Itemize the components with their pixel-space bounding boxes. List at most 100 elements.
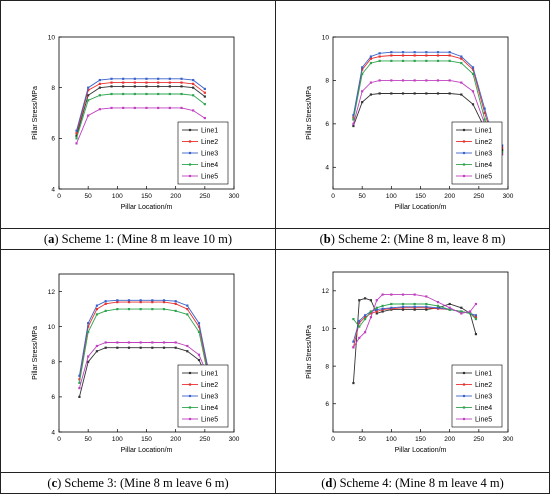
data-point-d-4-1	[358, 325, 361, 328]
x-tick-label-c-5: 250	[199, 436, 210, 443]
x-tick-label-c-3: 150	[141, 436, 152, 443]
data-point-d-4-10	[436, 304, 440, 307]
data-point-c-1-5	[127, 346, 131, 349]
data-point-c-3-1	[87, 322, 90, 325]
data-point-a-2-7	[157, 81, 160, 84]
series-line-a-4	[76, 93, 206, 139]
data-point-d-5-12	[460, 312, 463, 315]
y-tick-label-d-3: 12	[322, 288, 330, 295]
x-tick-label-d-0: 0	[331, 436, 335, 443]
data-point-a-5-10	[192, 109, 195, 112]
data-point-b-3-1	[361, 66, 364, 69]
data-point-b-5-4	[390, 79, 393, 82]
legend-marker-c-2	[188, 383, 192, 386]
y-tick-label-d-1: 8	[325, 363, 329, 370]
legend-label-d-1: Line1	[475, 371, 492, 378]
data-point-a-3-11	[203, 87, 206, 91]
data-point-b-4-1	[361, 72, 364, 76]
data-point-a-5-2	[98, 108, 101, 111]
data-point-b-5-0	[352, 122, 355, 125]
data-point-a-5-9	[180, 106, 183, 110]
data-point-c-5-9	[174, 341, 177, 344]
x-tick-label-d-1: 50	[359, 436, 367, 443]
data-point-a-3-7	[157, 77, 160, 80]
data-point-a-1-8	[168, 85, 171, 88]
data-point-d-4-4	[375, 306, 378, 309]
legend-marker-d-5	[462, 417, 466, 421]
data-point-c-2-6	[139, 300, 142, 304]
data-point-d-3-7	[401, 305, 405, 308]
x-tick-label-d-6: 300	[503, 436, 514, 443]
data-point-b-2-2	[369, 57, 373, 60]
data-point-b-5-10	[460, 81, 463, 84]
data-point-c-2-9	[174, 302, 177, 305]
data-point-d-1-4	[375, 312, 378, 315]
data-point-c-2-5	[127, 300, 131, 304]
y-tick-label-b-0: 4	[325, 165, 329, 172]
data-point-d-1-1	[358, 299, 361, 302]
data-point-d-4-11	[448, 308, 451, 311]
y-tick-label-d-0: 6	[325, 401, 329, 408]
data-point-d-3-14	[474, 314, 478, 317]
legend-marker-b-3	[462, 151, 466, 155]
chart-b: 0 50 100 150 200 250 300 4 6 8 10 Pillar Location/m…	[306, 34, 514, 211]
data-point-d-5-6	[390, 293, 393, 296]
data-point-d-4-12	[460, 310, 463, 313]
legend-marker-c-4	[188, 406, 192, 409]
y-tick-label-b-3: 10	[322, 34, 330, 41]
data-point-b-1-9	[448, 92, 451, 95]
data-point-a-5-4	[122, 106, 125, 110]
y-tick-label-d-2: 10	[322, 326, 330, 333]
y-tick-label-b-2: 8	[325, 78, 329, 85]
data-point-a-3-1	[87, 86, 90, 89]
data-point-d-1-14	[474, 333, 478, 336]
data-point-d-2-3	[369, 312, 373, 315]
data-point-a-2-4	[122, 81, 125, 84]
data-point-a-1-3	[110, 85, 113, 88]
legend-marker-c-3	[188, 394, 192, 398]
data-point-d-3-5	[381, 307, 384, 310]
data-point-c-3-10	[186, 304, 189, 307]
data-point-b-1-7	[425, 92, 428, 95]
data-point-d-1-2	[363, 297, 367, 300]
data-point-c-3-7	[151, 299, 154, 302]
data-point-a-4-1	[87, 99, 90, 102]
legend-marker-b-1	[462, 128, 466, 132]
data-point-a-2-8	[168, 81, 171, 84]
data-point-d-3-8	[413, 305, 416, 308]
x-tick-label-a-1: 50	[85, 193, 93, 200]
x-tick-label-a-5: 250	[199, 193, 210, 200]
data-point-c-4-5	[127, 308, 131, 311]
data-point-b-3-0	[352, 114, 355, 117]
data-point-b-4-12	[483, 118, 486, 121]
legend-label-b-1: Line1	[475, 128, 492, 135]
data-point-d-5-10	[436, 301, 440, 304]
data-point-a-4-5	[133, 92, 136, 96]
data-point-a-4-7	[157, 92, 160, 96]
data-point-b-3-9	[448, 51, 451, 54]
data-point-b-4-0	[352, 118, 355, 121]
data-point-b-4-10	[460, 61, 463, 65]
data-point-c-5-1	[87, 355, 90, 358]
data-point-d-1-0	[352, 381, 355, 385]
panel-d: 0 50 100 150 200 250 300 6 8 10 12 Pillar Location/…	[275, 249, 550, 473]
data-point-d-1-11	[448, 302, 451, 306]
data-point-a-4-0	[75, 137, 78, 140]
data-point-b-1-11	[471, 103, 475, 106]
legend-label-a-2: Line2	[201, 139, 218, 146]
data-point-a-4-2	[98, 94, 101, 97]
caption-c-text: ) Scheme 3: (Mine 8 m leave 6 m)	[57, 475, 229, 490]
data-point-b-4-7	[425, 59, 428, 62]
legend-label-d-5: Line5	[475, 417, 492, 424]
series-line-a-5	[76, 107, 206, 144]
data-point-a-2-2	[98, 82, 101, 85]
data-point-a-4-9	[180, 92, 183, 96]
data-point-b-1-2	[369, 93, 373, 96]
data-point-d-5-1	[358, 336, 361, 339]
data-point-d-1-3	[369, 299, 373, 302]
data-point-c-3-4	[116, 299, 119, 302]
data-point-d-3-9	[425, 305, 428, 308]
data-point-a-5-11	[203, 116, 206, 120]
x-axis-label-b: Pillar Location/m	[395, 204, 447, 211]
